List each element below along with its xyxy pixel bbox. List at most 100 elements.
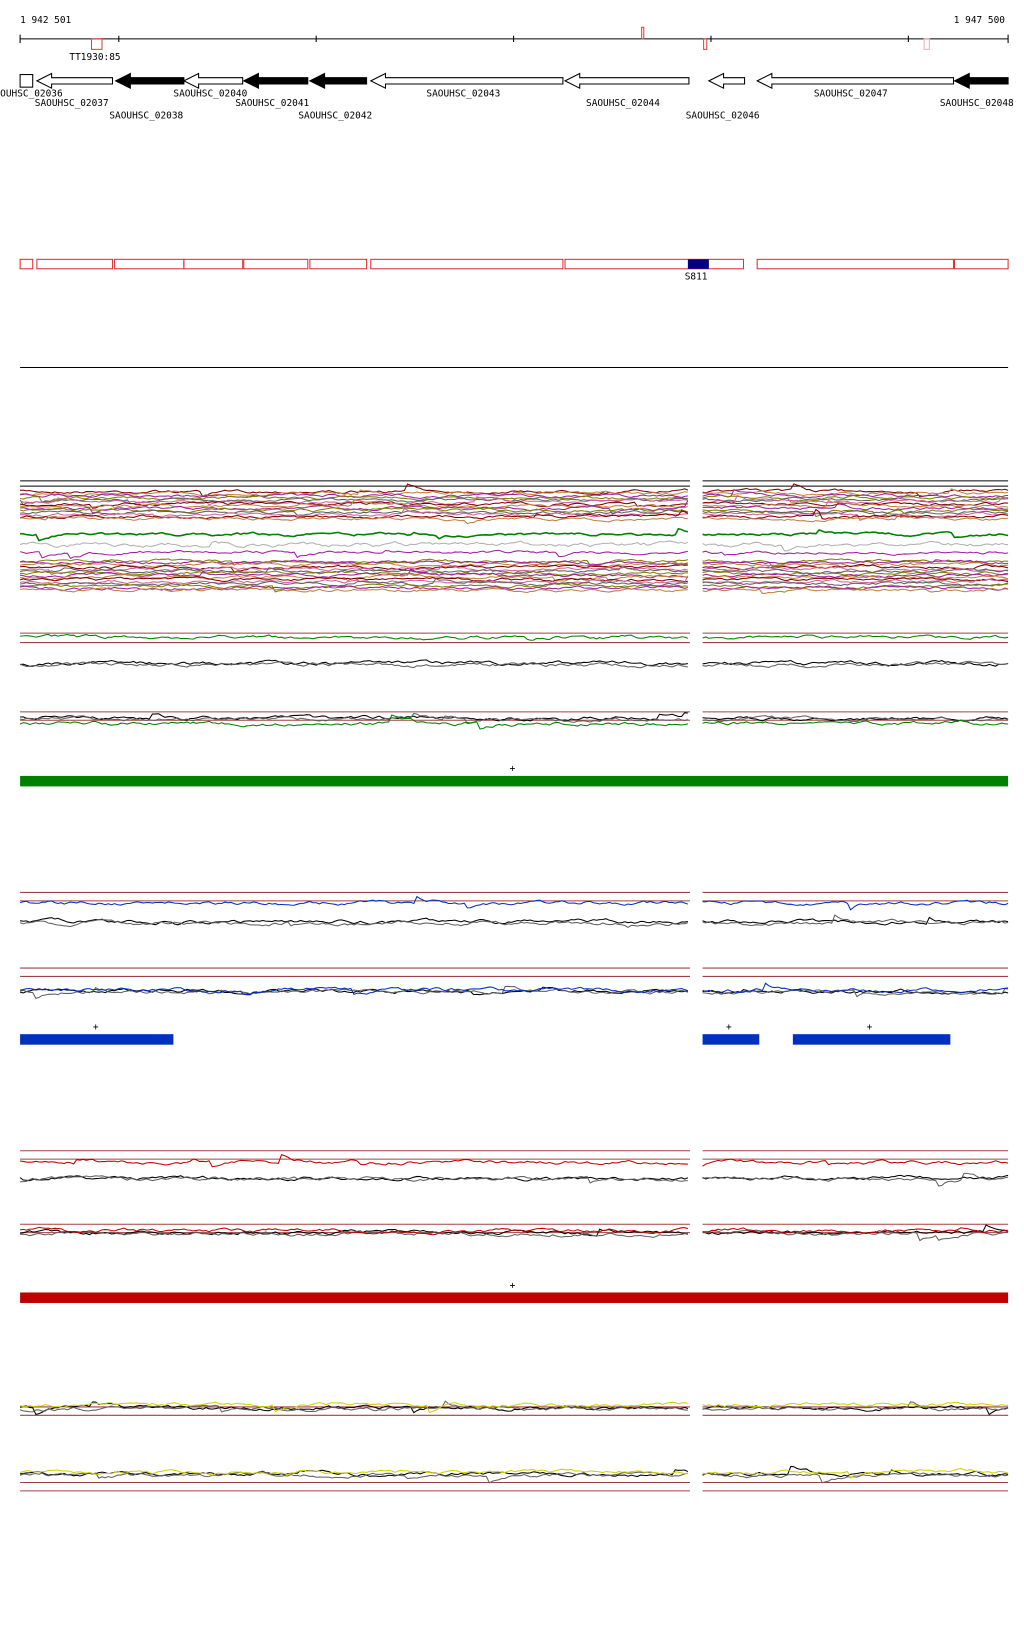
signal-line (702, 1172, 1009, 1187)
gene-label: SAOUHSC_02047 (814, 89, 888, 100)
track-line (702, 584, 1009, 591)
gene-label: SAOUHSC_02044 (586, 98, 660, 109)
track-line (702, 540, 1009, 552)
track-line (702, 581, 1009, 587)
blue-strand-bar (20, 1034, 174, 1045)
signal-line (20, 1228, 689, 1237)
segment-box (19, 258, 34, 270)
gene-arrow (308, 72, 368, 90)
signal-line (19, 661, 688, 669)
track-line (702, 550, 1009, 556)
gene-label: SAOUHSC_02048 (940, 98, 1014, 109)
signal-line (20, 633, 689, 641)
signal-line (20, 1154, 688, 1168)
signal-line (20, 1468, 688, 1476)
track-line (19, 540, 689, 549)
gene-arrow (755, 72, 955, 90)
track-line (20, 527, 689, 542)
signal-line (702, 1401, 1009, 1412)
track-line (702, 528, 1009, 539)
signal-line (20, 917, 688, 926)
gene-label: OUHSC_02036 (0, 89, 63, 100)
track-line (702, 509, 1009, 516)
segment-highlight (687, 259, 709, 269)
track-line (702, 559, 1009, 565)
track-line (702, 494, 1009, 503)
track-line (702, 511, 1009, 521)
track-line (19, 549, 688, 560)
blue-strand-bar (702, 1034, 760, 1045)
blue-strand-bar (792, 1034, 951, 1045)
gene-arrow (114, 72, 185, 90)
track-line (20, 500, 689, 515)
track-line (20, 508, 688, 518)
signal-line (19, 714, 688, 730)
signal-line (20, 1175, 688, 1184)
track-line (20, 489, 688, 497)
signal-line (19, 1400, 688, 1413)
signal-line (19, 1401, 688, 1414)
gene-label: SAOUHSC_02037 (35, 98, 109, 109)
segment-box (309, 258, 368, 270)
track-line (702, 558, 1009, 567)
gene-label: SAOUHSC_02038 (109, 111, 183, 122)
track-line (702, 502, 1009, 511)
gene-box (19, 74, 34, 88)
signal-line (702, 982, 1009, 994)
gene-label: SAOUHSC_02041 (235, 98, 309, 109)
track-line (19, 575, 689, 585)
track-line (20, 587, 688, 594)
signal-line (702, 716, 1009, 722)
signal-line (702, 1467, 1009, 1479)
track-line (20, 495, 688, 503)
segment-box (756, 258, 955, 270)
gene-arrow (563, 72, 690, 90)
track-line (702, 576, 1009, 583)
track-line (702, 568, 1009, 575)
track-line (702, 573, 1009, 579)
track-line (20, 500, 688, 509)
track-line (702, 562, 1009, 567)
strand-marker: + (726, 1022, 732, 1033)
signal-line (702, 660, 1009, 669)
signal-line (19, 985, 689, 1000)
signal-line (20, 659, 688, 667)
signal-line (702, 1227, 1009, 1235)
track-line (20, 570, 688, 576)
signal-line (702, 988, 1009, 998)
signal-line (702, 1158, 1009, 1167)
green-strand-bar (20, 775, 1009, 787)
segment-box (243, 258, 309, 270)
signal-line (702, 1401, 1009, 1409)
gene-label: SAOUHSC_02042 (298, 111, 372, 122)
track-line (20, 510, 689, 520)
signal-line (702, 914, 1009, 927)
strand-marker: + (93, 1022, 99, 1033)
end-coordinate: 1 947 500 (954, 15, 1005, 26)
signal-line (19, 1471, 688, 1484)
strand-marker: + (867, 1022, 873, 1033)
feature-label: TT1930:85 (69, 52, 120, 63)
signal-line (20, 1226, 689, 1236)
track-line (19, 496, 688, 506)
strand-marker: + (510, 764, 516, 775)
track-line (20, 509, 689, 516)
gene-arrow (35, 72, 114, 90)
signal-line (702, 634, 1009, 640)
gene-arrow (369, 72, 564, 90)
segment-box (370, 258, 564, 270)
gene-label: SAOUHSC_02040 (173, 89, 247, 100)
signal-line (19, 1401, 689, 1415)
ruler-ticks (19, 34, 1009, 44)
segment-box (114, 258, 185, 270)
strand-marker: + (510, 1280, 516, 1291)
gene-arrow (242, 72, 309, 90)
start-coordinate: 1 942 501 (20, 15, 71, 26)
track-line (702, 566, 1009, 574)
gene-label: SAOUHSC_02046 (686, 111, 760, 122)
gene-label: SAOUHSC_02043 (426, 89, 500, 100)
gene-arrow (707, 72, 746, 90)
signal-line (20, 986, 689, 996)
